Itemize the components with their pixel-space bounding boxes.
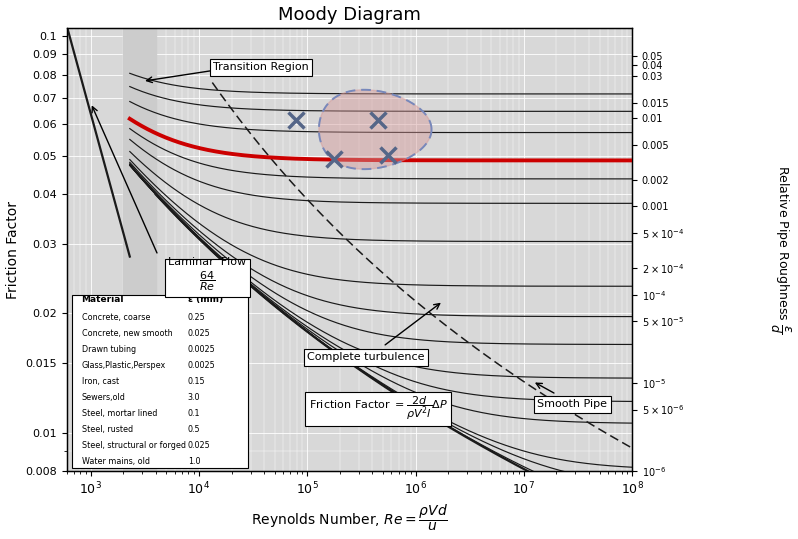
Text: Smooth Pipe: Smooth Pipe — [537, 399, 607, 409]
Polygon shape — [319, 90, 432, 169]
Text: Laminar  Flow
$\dfrac{64}{Re}$: Laminar Flow $\dfrac{64}{Re}$ — [168, 257, 247, 293]
Y-axis label: Relative Pipe Roughness $\dfrac{\varepsilon}{d}$: Relative Pipe Roughness $\dfrac{\varepsi… — [768, 165, 792, 334]
Text: Friction Factor $= \dfrac{2d}{\rho V^2 l}\Delta P$: Friction Factor $= \dfrac{2d}{\rho V^2 l… — [309, 395, 448, 423]
Bar — [123, 28, 156, 471]
Y-axis label: Friction Factor: Friction Factor — [6, 201, 20, 299]
Bar — [123, 28, 156, 471]
Text: Transition Region: Transition Region — [213, 63, 309, 72]
Title: Moody Diagram: Moody Diagram — [278, 5, 421, 24]
Text: Complete turbulence: Complete turbulence — [307, 353, 425, 362]
X-axis label: Reynolds Number, $Re = \dfrac{\rho V d}{u}$: Reynolds Number, $Re = \dfrac{\rho V d}{… — [251, 503, 448, 534]
